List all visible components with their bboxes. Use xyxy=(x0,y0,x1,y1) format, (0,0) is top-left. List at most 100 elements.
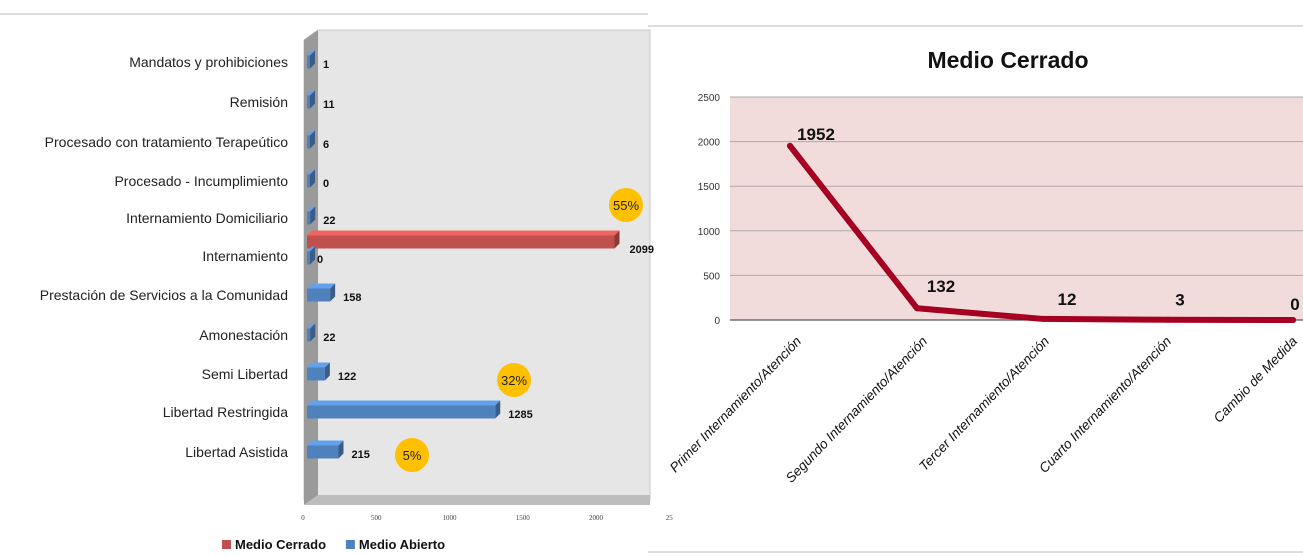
y-tick-label: 2500 xyxy=(698,93,721,104)
bar-medio-abierto-side xyxy=(330,283,336,302)
bar-medio-abierto-side xyxy=(324,362,330,381)
bar-medio-abierto-top xyxy=(307,246,315,252)
bar-medio-abierto-top xyxy=(307,206,316,212)
data-label: 0 xyxy=(323,178,329,190)
plot-area xyxy=(730,97,1303,320)
bar-medio-cerrado-side xyxy=(614,230,620,249)
y-tick-label: 1500 xyxy=(698,182,721,193)
category-label: Procesado con tratamiento Terapeútico xyxy=(45,134,289,150)
bar-medio-abierto-face xyxy=(307,211,311,225)
legend-swatch xyxy=(222,540,231,549)
bar-medio-abierto xyxy=(307,246,315,265)
bar-medio-abierto-face xyxy=(307,367,325,381)
percent-label: 32% xyxy=(501,373,527,388)
x-category-label: Tercer Internamiento/Atención xyxy=(916,334,1052,474)
bar-medio-abierto-face xyxy=(307,405,496,419)
bar-medio-abierto-face xyxy=(307,55,310,69)
x-category-label: Segundo Internamiento/Atención xyxy=(783,334,930,486)
data-label: 1285 xyxy=(508,409,532,421)
bar-medio-abierto-top xyxy=(307,323,316,329)
x-tick-label: 25 xyxy=(666,514,674,522)
bar-medio-cerrado-top xyxy=(307,230,620,236)
data-label: 132 xyxy=(927,277,955,296)
data-label: 0 xyxy=(1290,295,1299,314)
category-label: Semi Libertad xyxy=(202,366,288,382)
bar-medio-abierto-side xyxy=(310,246,315,265)
data-label: 0 xyxy=(317,254,323,266)
bar-medio-abierto-top xyxy=(307,90,315,96)
percent-badge xyxy=(395,438,429,472)
bar-medio-abierto xyxy=(307,130,315,149)
bar-medio-cerrado-face xyxy=(307,235,615,249)
bar-medio-abierto-top xyxy=(307,400,501,406)
legend-label: Medio Abierto xyxy=(359,537,445,552)
bar-medio-abierto-side xyxy=(310,206,316,225)
category-label: Prestación de Servicios a la Comunidad xyxy=(40,287,288,303)
bar-medio-abierto xyxy=(307,440,344,459)
legend-swatch xyxy=(345,540,355,549)
left-bar-chart: Mandatos y prohibiciones Remisión Procesad… xyxy=(0,13,674,552)
data-point xyxy=(914,305,920,312)
y-tick-label: 2000 xyxy=(698,138,721,149)
data-point xyxy=(1165,316,1171,323)
x-tick-label: 1000 xyxy=(443,514,458,522)
bar-medio-abierto xyxy=(307,323,316,342)
legend-label: Medio Cerrado xyxy=(235,537,326,552)
bar-medio-abierto xyxy=(307,50,315,69)
bar-medio-abierto-top xyxy=(307,50,315,56)
percent-badge xyxy=(497,363,531,397)
category-label: Remisión xyxy=(230,94,288,110)
bar-medio-abierto-face xyxy=(307,135,310,149)
bar-medio-abierto xyxy=(307,206,316,225)
category-label: Internamiento Domiciliario xyxy=(126,210,288,226)
data-label: 2099 xyxy=(630,244,654,256)
x-tick-label: 500 xyxy=(371,514,382,522)
category-label: Procesado - Incumplimiento xyxy=(114,173,288,189)
plot-back-wall xyxy=(303,29,651,501)
bar-medio-abierto-side xyxy=(310,90,315,109)
category-label: Amonestación xyxy=(199,327,288,343)
bar-medio-abierto-side xyxy=(310,130,315,149)
bar-medio-abierto-top xyxy=(307,130,315,136)
y-tick-label: 500 xyxy=(703,271,720,282)
bar-medio-abierto-face xyxy=(307,445,339,459)
bar-medio-abierto-top xyxy=(307,169,315,175)
bar-medio-abierto-face xyxy=(307,251,310,265)
category-label: Internamiento xyxy=(202,248,288,264)
bar-medio-abierto xyxy=(307,400,501,419)
percent-badge xyxy=(609,188,643,222)
bar-medio-abierto-side xyxy=(310,169,315,188)
chart-title: Medio Cerrado xyxy=(927,47,1088,73)
percent-label: 5% xyxy=(403,448,422,463)
data-label: 3 xyxy=(1175,291,1184,310)
right-line-chart: Medio Cerrado 0 500 1000 1500 2000 2500 1952 1… xyxy=(648,25,1303,553)
bar-medio-abierto xyxy=(307,90,315,109)
bar-medio-abierto-face xyxy=(307,288,331,302)
bar-medio-abierto-side xyxy=(310,50,315,69)
data-label: 6 xyxy=(323,139,329,151)
x-tick-label: 2000 xyxy=(589,514,604,522)
bar-medio-abierto-top xyxy=(307,362,330,368)
data-label: 122 xyxy=(338,371,356,383)
bar-medio-abierto-face xyxy=(307,174,310,188)
data-label: 158 xyxy=(343,292,361,304)
bar-medio-abierto-side xyxy=(495,400,501,419)
x-tick-label: 1500 xyxy=(516,514,531,522)
data-point xyxy=(787,142,793,149)
data-label: 1952 xyxy=(797,125,835,144)
category-label: Mandatos y prohibiciones xyxy=(129,54,288,70)
data-label: 22 xyxy=(323,215,335,227)
x-category-label: Cambio de Medida xyxy=(1211,333,1301,425)
bar-medio-abierto xyxy=(307,283,336,302)
y-tick-label: 0 xyxy=(714,316,720,327)
data-point xyxy=(1040,315,1046,322)
x-category-label: Cuarto Internamiento/Atención xyxy=(1036,334,1174,476)
x-category-label: Primer Internamiento/Atención xyxy=(667,334,804,476)
bar-medio-abierto xyxy=(307,169,315,188)
data-label: 12 xyxy=(1058,290,1077,309)
data-label: 22 xyxy=(323,332,335,344)
bar-medio-abierto-top xyxy=(307,283,336,289)
plot-floor xyxy=(304,495,650,505)
plot-side-wall xyxy=(304,30,318,505)
